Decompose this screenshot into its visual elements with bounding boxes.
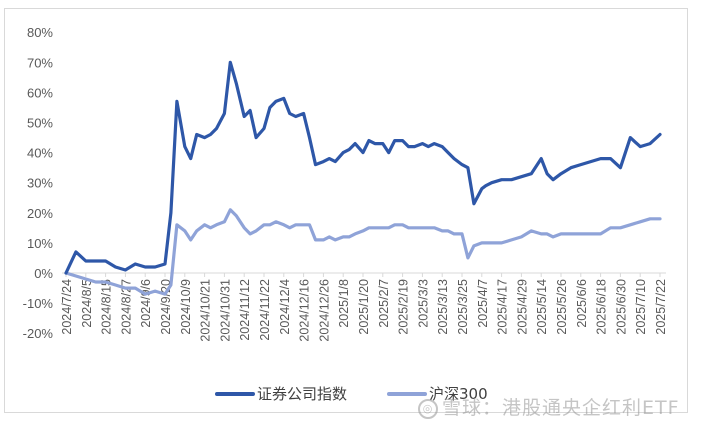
y-tick-label: 30%	[27, 176, 53, 191]
y-tick-label: 0%	[34, 266, 53, 281]
x-tick-label: 2025/4/7	[476, 279, 490, 328]
x-tick-label: 2024/12/26	[317, 279, 331, 342]
x-tick-label: 2025/5/26	[555, 279, 569, 335]
x-tick-label: 2024/10/9	[179, 279, 193, 335]
x-tick-label: 2025/3/13	[436, 279, 450, 335]
y-tick-label: -10%	[23, 296, 54, 311]
y-axis: 80% 70% 60% 50% 40% 30% 20% 10% 0% -10% -20%	[23, 25, 54, 341]
y-tick-label: -20%	[23, 326, 54, 341]
watermark-text: 雪球：港股通央企红利ETF	[442, 397, 680, 419]
x-tick-label: 2024/10/31	[218, 279, 232, 342]
y-tick-label: 60%	[27, 85, 53, 100]
legend-item-securities-index: 证券公司指数	[215, 383, 347, 404]
y-tick-label: 80%	[27, 25, 53, 40]
x-tick-label: 2024/8/15	[100, 279, 114, 335]
x-tick-label: 2025/2/19	[397, 279, 411, 335]
x-tick-label: 2024/8/27	[119, 279, 133, 335]
plot-area	[64, 60, 662, 296]
x-tick-label: 2025/2/7	[377, 279, 391, 328]
chart-frame	[4, 8, 688, 413]
x-tick-label: 2025/4/17	[496, 279, 510, 335]
x-tick-label: 2024/8/5	[80, 279, 94, 328]
x-tick-label: 2025/1/20	[357, 279, 371, 335]
watermark: ◎ 雪球：港股通央企红利ETF	[418, 393, 680, 420]
x-tick-label: 2024/9/6	[139, 279, 153, 328]
legend-item-csi300: 沪深300	[387, 383, 488, 404]
x-axis: 2024/7/24 2024/8/5 2024/8/15 2024/8/27 2024/…	[60, 272, 668, 342]
y-tick-label: 20%	[27, 206, 53, 221]
x-tick-label: 2024/12/16	[298, 279, 312, 342]
y-tick-label: 40%	[27, 146, 53, 161]
x-tick-label: 2025/1/8	[337, 279, 351, 328]
x-tick-label: 2025/4/29	[515, 279, 529, 335]
x-tick-label: 2025/5/14	[535, 279, 549, 335]
x-tick-label: 2024/11/12	[238, 279, 252, 341]
x-tick-label: 2025/3/3	[416, 279, 430, 328]
x-tick-label: 2024/7/24	[60, 279, 74, 335]
y-tick-label: 50%	[27, 116, 53, 131]
x-tick-label: 2024/12/4	[278, 279, 292, 335]
x-tick-label: 2025/7/10	[634, 279, 648, 335]
series-line	[64, 208, 662, 296]
x-tick-label: 2025/7/22	[654, 279, 668, 335]
legend-label-securities-index: 证券公司指数	[257, 385, 348, 403]
x-tick-label: 2025/6/18	[595, 279, 609, 335]
legend-label-csi300: 沪深300	[429, 385, 488, 403]
legend-swatch-securities-index	[215, 391, 255, 396]
x-tick-label: 2024/11/22	[258, 279, 272, 341]
x-tick-label: 2025/6/30	[614, 279, 628, 335]
x-tick-label: 2024/10/21	[199, 279, 213, 342]
x-tick-label: 2025/6/6	[575, 279, 589, 328]
series-line	[64, 60, 662, 275]
y-tick-label: 10%	[27, 236, 53, 251]
y-tick-label: 70%	[27, 55, 53, 70]
legend-swatch-csi300	[387, 391, 428, 396]
chart-legend: 证券公司指数 沪深300	[215, 383, 528, 404]
x-tick-label: 2025/3/25	[456, 279, 470, 335]
snowball-logo-icon: ◎	[418, 398, 438, 419]
